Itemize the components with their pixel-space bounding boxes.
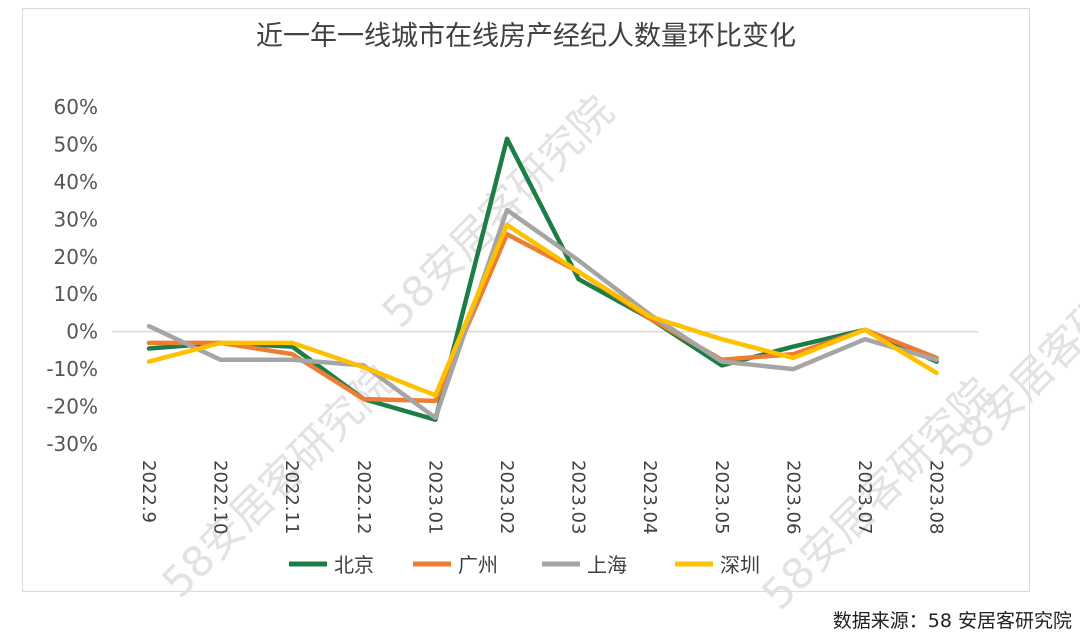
x-axis: 2022.9 2022.10 2022.11 2022.12 2023.01 2023.0… [138,460,947,534]
y-tick-label: 40% [54,170,98,194]
y-tick-label: 0% [66,320,98,344]
y-tick-label: 10% [54,282,98,306]
series-line [146,222,939,398]
x-tick-label: 2023.07 [854,460,875,534]
x-tick-label: 2023.06 [782,460,803,534]
legend-label: 广州 [458,553,498,577]
legend-label: 上海 [587,553,627,577]
legend-label: 北京 [334,553,374,577]
legend: 北京 广州 上海 深圳 [289,553,760,577]
y-tick-label: 50% [54,132,98,156]
chart-title: 近一年一线城市在线房产经纪人数量环比变化 [256,21,796,52]
x-tick-label: 2023.08 [926,460,947,534]
y-tick-label: -30% [46,432,98,456]
y-tick-label: 30% [54,207,98,231]
x-tick-label: 2023.03 [568,460,589,534]
y-tick-label: 60% [54,95,98,119]
watermark-text: 58安居客研究院 [932,226,1080,477]
y-axis: 60% 50% 40% 30% 20% 10% 0% -10% -20% -30% [46,95,98,456]
data-source-note: 数据来源：58 安居客研究院 [832,610,1072,632]
series-line [146,232,939,404]
legend-label: 深圳 [720,553,760,577]
y-tick-label: -20% [46,395,98,419]
chart-frame [22,8,1030,592]
y-tick-label: 20% [54,245,98,269]
x-tick-label: 2023.02 [496,460,517,534]
x-tick-label: 2022.12 [353,460,374,534]
x-tick-label: 2022.10 [210,460,231,534]
x-tick-label: 2023.04 [639,460,660,534]
series-lines [146,136,939,422]
y-tick-label: -10% [46,357,98,381]
x-tick-label: 2023.01 [424,460,445,534]
x-tick-label: 2022.11 [281,460,302,534]
x-tick-label: 2022.9 [138,460,159,523]
watermark-text: 58安居客研究院 [372,86,623,337]
series-line [146,136,939,422]
x-tick-label: 2023.05 [711,460,732,534]
series-line [146,207,939,421]
